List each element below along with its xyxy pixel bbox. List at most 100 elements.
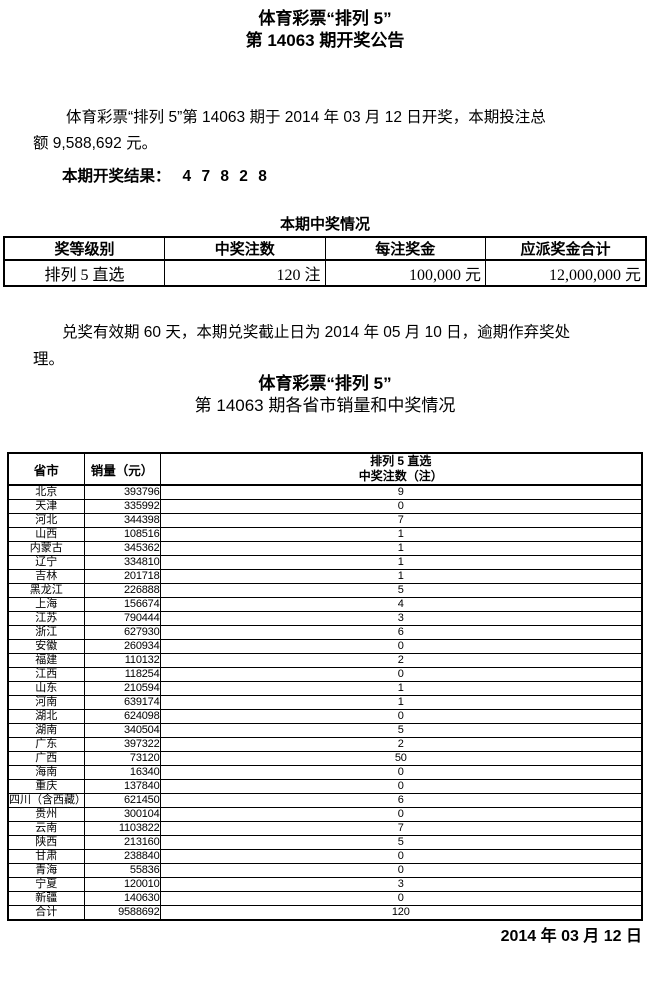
table-row: 浙江 627930 6 bbox=[7, 625, 643, 640]
province-name-cell: 重庆 bbox=[7, 779, 85, 794]
win-count-cell: 4 bbox=[159, 597, 643, 612]
province-name-cell: 贵州 bbox=[7, 807, 85, 822]
win-count-cell: 5 bbox=[159, 723, 643, 738]
province-name-cell: 江苏 bbox=[7, 611, 85, 626]
win-count-cell: 1 bbox=[159, 695, 643, 710]
redeem-line2: 理。 bbox=[33, 351, 65, 368]
province-name-cell: 内蒙古 bbox=[7, 541, 85, 556]
province-name-cell: 河北 bbox=[7, 513, 85, 528]
win-count-cell: 0 bbox=[159, 863, 643, 878]
province-header-wins: 排列 5 直选 中奖注数（注） bbox=[159, 452, 643, 486]
sales-amount-cell: 340504 bbox=[83, 723, 161, 738]
announcement-title: 体育彩票“排列 5” 第 14063 期开奖公告 bbox=[0, 8, 650, 52]
sales-amount-cell: 345362 bbox=[83, 541, 161, 556]
prize-header-amount: 每注奖金 bbox=[324, 236, 486, 261]
redeem-line1: 兑奖有效期 60 天，本期兑奖截止日为 2014 年 05 月 10 日，逾期作… bbox=[62, 324, 571, 341]
sales-amount-cell: 334810 bbox=[83, 555, 161, 570]
province-name-cell: 天津 bbox=[7, 499, 85, 514]
province-name-cell: 江西 bbox=[7, 667, 85, 682]
win-count-cell: 7 bbox=[159, 513, 643, 528]
table-row: 四川（含西藏） 621450 6 bbox=[7, 793, 643, 808]
sales-amount-cell: 344398 bbox=[83, 513, 161, 528]
province-name-cell: 吉林 bbox=[7, 569, 85, 584]
win-count-cell: 6 bbox=[159, 625, 643, 640]
province-name-cell: 四川（含西藏） bbox=[7, 793, 86, 808]
prize-total-cell: 12,000,000 元 bbox=[485, 259, 647, 287]
sales-amount-cell: 201718 bbox=[83, 569, 161, 584]
province-name-cell: 云南 bbox=[7, 821, 85, 836]
province-name-cell: 山西 bbox=[7, 527, 85, 542]
table-row: 云南 1103822 7 bbox=[7, 821, 643, 836]
sales-amount-cell: 621450 bbox=[83, 793, 161, 808]
win-count-cell: 1 bbox=[159, 569, 643, 584]
win-count-cell: 0 bbox=[159, 849, 643, 864]
table-row: 黑龙江 226888 5 bbox=[7, 583, 643, 598]
win-count-cell: 1 bbox=[159, 555, 643, 570]
table-row: 吉林 201718 1 bbox=[7, 569, 643, 584]
prize-level-cell: 排列 5 直选 bbox=[3, 259, 165, 287]
draw-result-label: 本期开奖结果： bbox=[62, 168, 171, 185]
page-title-line2: 第 14063 期开奖公告 bbox=[245, 31, 405, 50]
province-table-body: 北京 393796 9 天津 335992 0 河北 344398 7 山西 108516 1 内蒙古 3… bbox=[7, 484, 643, 921]
sales-amount-cell: 335992 bbox=[83, 499, 161, 514]
table-row: 河南 639174 1 bbox=[7, 695, 643, 710]
table-row: 陕西 213160 5 bbox=[7, 835, 643, 850]
sales-amount-cell: 397322 bbox=[83, 737, 161, 752]
win-count-cell: 1 bbox=[159, 541, 643, 556]
win-count-cell: 0 bbox=[159, 779, 643, 794]
table-row: 江西 118254 0 bbox=[7, 667, 643, 682]
win-count-cell: 3 bbox=[159, 611, 643, 626]
province-name-cell: 广西 bbox=[7, 751, 85, 766]
province-name-cell: 湖南 bbox=[7, 723, 85, 738]
table-row: 新疆 140630 0 bbox=[7, 891, 643, 906]
province-table: 省市 销量（元） 排列 5 直选 中奖注数（注） 北京 393796 9 天津 3359… bbox=[7, 452, 643, 921]
sales-amount-cell: 238840 bbox=[83, 849, 161, 864]
table-row: 河北 344398 7 bbox=[7, 513, 643, 528]
table-row: 上海 156674 4 bbox=[7, 597, 643, 612]
province-name-cell: 青海 bbox=[7, 863, 85, 878]
table-row: 青海 55836 0 bbox=[7, 863, 643, 878]
sales-amount-cell: 624098 bbox=[83, 709, 161, 724]
province-name-cell: 广东 bbox=[7, 737, 85, 752]
sales-amount-cell: 790444 bbox=[83, 611, 161, 626]
province-name-cell: 上海 bbox=[7, 597, 85, 612]
win-count-cell: 0 bbox=[159, 499, 643, 514]
table-row: 海南 16340 0 bbox=[7, 765, 643, 780]
sales-amount-cell: 108516 bbox=[83, 527, 161, 542]
sales-amount-cell: 1103822 bbox=[83, 821, 161, 836]
table-row: 宁夏 120010 3 bbox=[7, 877, 643, 892]
province-name-cell: 合计 bbox=[7, 905, 85, 921]
redeem-paragraph: 兑奖有效期 60 天，本期兑奖截止日为 2014 年 05 月 10 日，逾期作… bbox=[33, 319, 640, 373]
win-count-cell: 0 bbox=[159, 807, 643, 822]
table-row: 天津 335992 0 bbox=[7, 499, 643, 514]
sales-amount-cell: 260934 bbox=[83, 639, 161, 654]
province-name-cell: 山东 bbox=[7, 681, 85, 696]
province-table-header-row: 省市 销量（元） 排列 5 直选 中奖注数（注） bbox=[7, 452, 643, 486]
table-row: 甘肃 238840 0 bbox=[7, 849, 643, 864]
sales-amount-cell: 120010 bbox=[83, 877, 161, 892]
prize-table-caption: 本期中奖情况 bbox=[279, 216, 370, 233]
province-name-cell: 陕西 bbox=[7, 835, 85, 850]
sales-amount-cell: 639174 bbox=[83, 695, 161, 710]
sales-amount-cell: 393796 bbox=[83, 484, 161, 500]
sales-amount-cell: 137840 bbox=[83, 779, 161, 794]
section2-title-line1: 体育彩票“排列 5” bbox=[258, 374, 392, 393]
table-row: 福建 110132 2 bbox=[7, 653, 643, 668]
province-name-cell: 浙江 bbox=[7, 625, 85, 640]
province-name-cell: 福建 bbox=[7, 653, 85, 668]
table-row: 广东 397322 2 bbox=[7, 737, 643, 752]
win-count-cell: 2 bbox=[159, 737, 643, 752]
province-name-cell: 海南 bbox=[7, 765, 85, 780]
win-count-cell: 50 bbox=[159, 751, 643, 766]
prize-header-count: 中奖注数 bbox=[164, 236, 326, 261]
announcement-date: 2014 年 03 月 12 日 bbox=[500, 928, 642, 945]
win-count-cell: 0 bbox=[159, 709, 643, 724]
province-name-cell: 甘肃 bbox=[7, 849, 85, 864]
table-row: 湖北 624098 0 bbox=[7, 709, 643, 724]
sales-amount-cell: 118254 bbox=[83, 667, 161, 682]
sales-amount-cell: 300104 bbox=[83, 807, 161, 822]
table-row: 合计 9588692 120 bbox=[7, 905, 643, 921]
sales-amount-cell: 140630 bbox=[83, 891, 161, 906]
prize-table: 奖等级别 中奖注数 每注奖金 应派奖金合计 排列 5 直选 120 注 100,… bbox=[3, 236, 647, 287]
table-row: 内蒙古 345362 1 bbox=[7, 541, 643, 556]
